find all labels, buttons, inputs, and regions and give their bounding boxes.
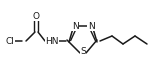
Text: O: O xyxy=(32,12,39,20)
Text: HN: HN xyxy=(45,37,59,45)
Text: N: N xyxy=(88,22,94,30)
Text: S: S xyxy=(80,48,86,56)
Text: Cl: Cl xyxy=(6,37,15,45)
Text: N: N xyxy=(72,22,78,30)
